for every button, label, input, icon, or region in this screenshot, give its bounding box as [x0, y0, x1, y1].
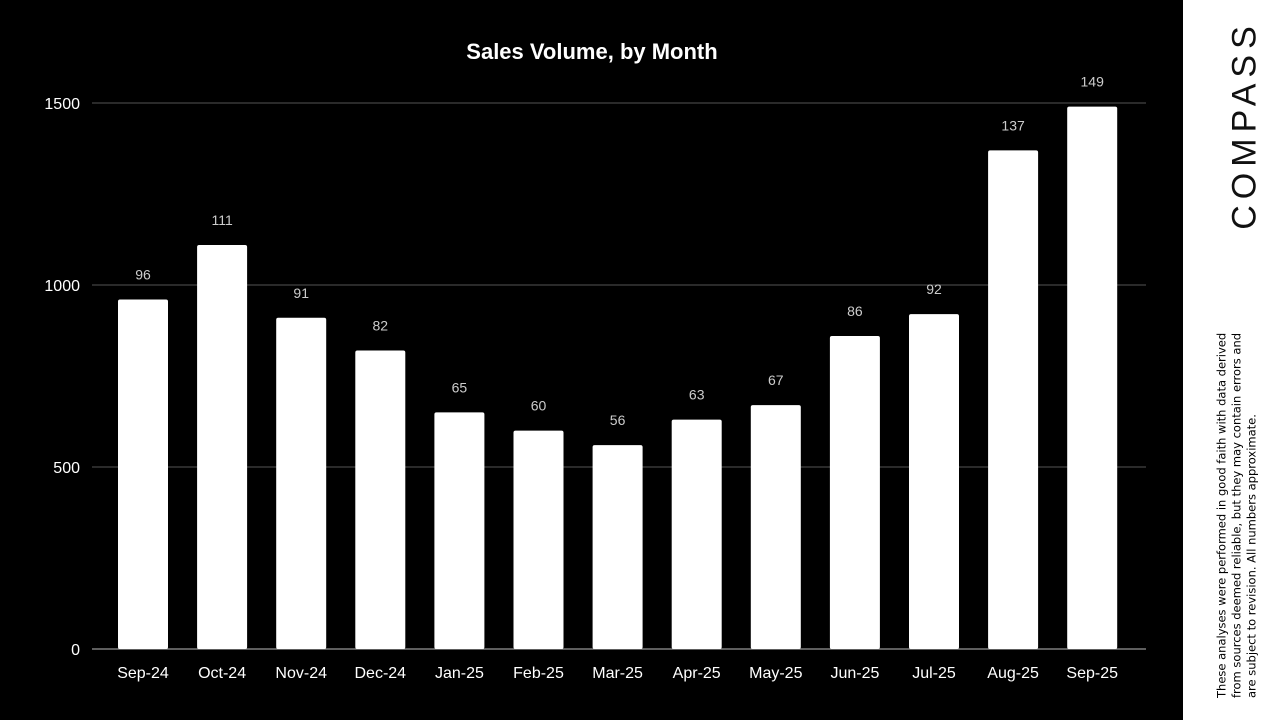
data-label: 86 [847, 303, 863, 319]
x-tick-label: Jan-25 [435, 665, 484, 682]
data-label: 92 [926, 281, 942, 297]
sidebar [1183, 0, 1280, 720]
x-tick-label: Sep-25 [1066, 665, 1118, 682]
bar [988, 150, 1039, 649]
x-tick-label: Dec-24 [355, 665, 407, 682]
data-label: 96 [135, 267, 151, 283]
y-tick-label: 1500 [44, 96, 80, 113]
data-label: 67 [768, 372, 784, 388]
data-label: 111 [211, 212, 232, 228]
data-label: 63 [689, 387, 705, 403]
bar [513, 430, 564, 649]
x-tick-label: Mar-25 [592, 665, 643, 682]
x-tick-label: Sep-24 [117, 665, 169, 682]
x-tick-label: Feb-25 [513, 665, 564, 682]
x-tick-label: Jun-25 [830, 665, 879, 682]
bar [118, 299, 168, 649]
y-tick-label: 1000 [44, 278, 80, 295]
data-label: 65 [452, 379, 468, 395]
bar [1067, 106, 1118, 649]
data-label: 149 [1081, 74, 1105, 90]
data-label: 82 [373, 318, 389, 334]
bar [671, 419, 722, 649]
bar [909, 314, 959, 649]
disclaimer-text: These analyses were performed in good fa… [1214, 332, 1259, 698]
y-tick-label: 500 [53, 460, 80, 477]
bar [434, 412, 485, 649]
bar [355, 350, 406, 649]
x-tick-label: Oct-24 [198, 665, 246, 682]
chart-title: Sales Volume, by Month [466, 39, 717, 64]
data-label: 137 [1001, 117, 1025, 133]
data-label: 60 [531, 398, 547, 414]
compass-logo: COMPASS [1225, 20, 1264, 230]
data-label: 56 [610, 412, 626, 428]
bar [750, 405, 801, 649]
x-tick-label: Nov-24 [275, 665, 327, 682]
bar [197, 244, 248, 649]
bar-chart: Sales Volume, by Month 0 500 1000 1500 96 Se… [44, 39, 1146, 682]
x-tick-label: May-25 [749, 665, 802, 682]
bar [592, 445, 643, 649]
chart-area: Sales Volume, by Month 0 500 1000 1500 96 Se… [0, 0, 1183, 720]
y-tick-label: 0 [71, 642, 80, 659]
bar [829, 335, 880, 649]
bar [276, 317, 327, 649]
x-tick-label: Jul-25 [912, 665, 956, 682]
x-tick-label: Aug-25 [987, 665, 1039, 682]
data-label: 91 [293, 285, 309, 301]
x-tick-label: Apr-25 [673, 665, 721, 682]
